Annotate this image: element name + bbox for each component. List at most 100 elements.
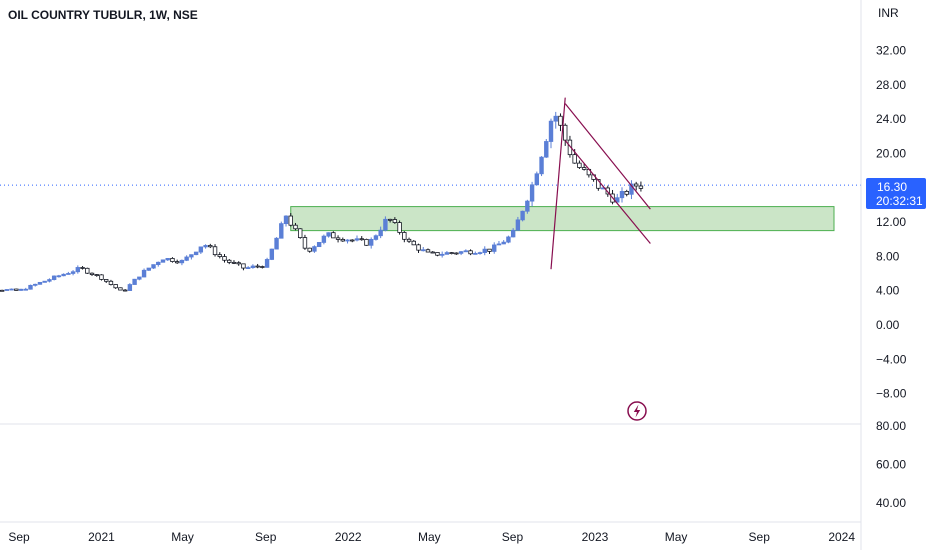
candle-body[interactable] bbox=[288, 215, 293, 226]
candle-body[interactable] bbox=[430, 251, 435, 254]
candle-body[interactable] bbox=[402, 232, 407, 240]
candle-body[interactable] bbox=[241, 263, 246, 269]
time-axis[interactable]: Sep 2021 May Sep 2022 May Sep 2023 May Sep 2024 bbox=[8, 530, 855, 544]
candle-body[interactable] bbox=[615, 197, 620, 203]
support-zone-rectangle[interactable] bbox=[290, 206, 835, 232]
candle-body[interactable] bbox=[156, 261, 161, 266]
candle-body[interactable] bbox=[397, 222, 402, 233]
candle-body[interactable] bbox=[492, 244, 497, 252]
candle-body[interactable] bbox=[383, 218, 388, 231]
candle-body[interactable] bbox=[302, 237, 308, 249]
candle-body[interactable] bbox=[255, 265, 260, 268]
candle-body[interactable] bbox=[316, 242, 322, 248]
candle-body[interactable] bbox=[439, 253, 445, 256]
candle-body[interactable] bbox=[321, 235, 327, 243]
candle-body[interactable] bbox=[373, 235, 379, 240]
candle-body[interactable] bbox=[510, 229, 516, 238]
candle-body[interactable] bbox=[89, 272, 95, 275]
candle-body[interactable] bbox=[4, 289, 10, 291]
candle-body[interactable] bbox=[42, 280, 47, 283]
candle-body[interactable] bbox=[335, 237, 341, 240]
candle-body[interactable] bbox=[66, 273, 71, 275]
candle-body[interactable] bbox=[47, 279, 52, 282]
candle-body[interactable] bbox=[506, 236, 511, 243]
candle-body[interactable] bbox=[85, 267, 90, 274]
candle-body[interactable] bbox=[222, 256, 227, 261]
candle-body[interactable] bbox=[279, 223, 284, 239]
candle-body[interactable] bbox=[80, 267, 85, 269]
candle-body[interactable] bbox=[132, 278, 137, 285]
candle-body[interactable] bbox=[458, 251, 464, 254]
candle-body[interactable] bbox=[331, 232, 336, 239]
candle-body[interactable] bbox=[146, 267, 151, 271]
falling-wedge-upper-trendline[interactable] bbox=[564, 103, 651, 210]
candle-body[interactable] bbox=[596, 179, 601, 189]
candle-body[interactable] bbox=[359, 238, 364, 241]
candle-body[interactable] bbox=[501, 241, 506, 245]
candle-body[interactable] bbox=[326, 232, 331, 237]
candle-body[interactable] bbox=[274, 237, 279, 250]
candle-body[interactable] bbox=[619, 191, 625, 199]
candle-body[interactable] bbox=[264, 259, 270, 268]
candle-body[interactable] bbox=[605, 187, 610, 195]
candle-body[interactable] bbox=[449, 252, 454, 255]
candle-body[interactable] bbox=[392, 219, 398, 223]
candle-body[interactable] bbox=[75, 267, 81, 273]
candle-body[interactable] bbox=[482, 248, 487, 253]
falling-wedge-lower-trendline[interactable] bbox=[564, 140, 651, 244]
candle-body[interactable] bbox=[307, 247, 312, 252]
candle-body[interactable] bbox=[70, 271, 76, 274]
candle-body[interactable] bbox=[56, 275, 62, 278]
candle-body[interactable] bbox=[350, 239, 355, 242]
candle-body[interactable] bbox=[217, 254, 222, 257]
candle-body[interactable] bbox=[577, 162, 582, 168]
candle-body[interactable] bbox=[227, 259, 232, 263]
candle-body[interactable] bbox=[368, 239, 374, 246]
candle-body[interactable] bbox=[33, 283, 38, 286]
candle-body[interactable] bbox=[525, 200, 530, 212]
candle-body[interactable] bbox=[345, 239, 350, 242]
candle-body[interactable] bbox=[28, 284, 33, 290]
candle-body[interactable] bbox=[231, 261, 237, 264]
candle-body[interactable] bbox=[170, 258, 175, 262]
candle-body[interactable] bbox=[118, 287, 123, 291]
candle-body[interactable] bbox=[260, 266, 265, 268]
candle-body[interactable] bbox=[624, 191, 629, 195]
candle-body[interactable] bbox=[18, 288, 24, 291]
candle-body[interactable] bbox=[515, 219, 521, 231]
candle-body[interactable] bbox=[165, 258, 170, 261]
breakout-spike-line[interactable] bbox=[550, 97, 566, 270]
candle-body[interactable] bbox=[127, 284, 133, 291]
candles-group[interactable] bbox=[0, 111, 644, 292]
candle-body[interactable] bbox=[250, 265, 256, 268]
candle-body[interactable] bbox=[108, 280, 114, 285]
candle-body[interactable] bbox=[558, 115, 563, 126]
candle-body[interactable] bbox=[23, 288, 28, 291]
candle-body[interactable] bbox=[0, 289, 5, 292]
candle-body[interactable] bbox=[51, 275, 57, 280]
candle-body[interactable] bbox=[567, 139, 573, 156]
candle-body[interactable] bbox=[364, 238, 369, 246]
candle-body[interactable] bbox=[529, 184, 535, 202]
candle-body[interactable] bbox=[638, 185, 644, 189]
candle-body[interactable] bbox=[312, 246, 317, 252]
candle-body[interactable] bbox=[473, 253, 478, 255]
candle-body[interactable] bbox=[553, 115, 558, 122]
candle-body[interactable] bbox=[198, 246, 204, 253]
candle-body[interactable] bbox=[174, 261, 180, 264]
candle-body[interactable] bbox=[151, 264, 156, 269]
candle-body[interactable] bbox=[378, 229, 383, 237]
candle-body[interactable] bbox=[354, 238, 360, 241]
candle-body[interactable] bbox=[203, 245, 208, 248]
candle-body[interactable] bbox=[137, 276, 142, 280]
candle-body[interactable] bbox=[14, 288, 19, 291]
candle-body[interactable] bbox=[212, 246, 218, 256]
candle-body[interactable] bbox=[435, 252, 440, 256]
candle-body[interactable] bbox=[104, 279, 109, 282]
candle-body[interactable] bbox=[113, 284, 118, 289]
candle-body[interactable] bbox=[61, 273, 66, 277]
price-axis[interactable]: 32.0028.0024.0020.0016.0012.008.004.000.… bbox=[876, 43, 907, 510]
candle-body[interactable] bbox=[189, 254, 194, 258]
candle-body[interactable] bbox=[9, 288, 14, 291]
candle-body[interactable] bbox=[487, 248, 492, 252]
